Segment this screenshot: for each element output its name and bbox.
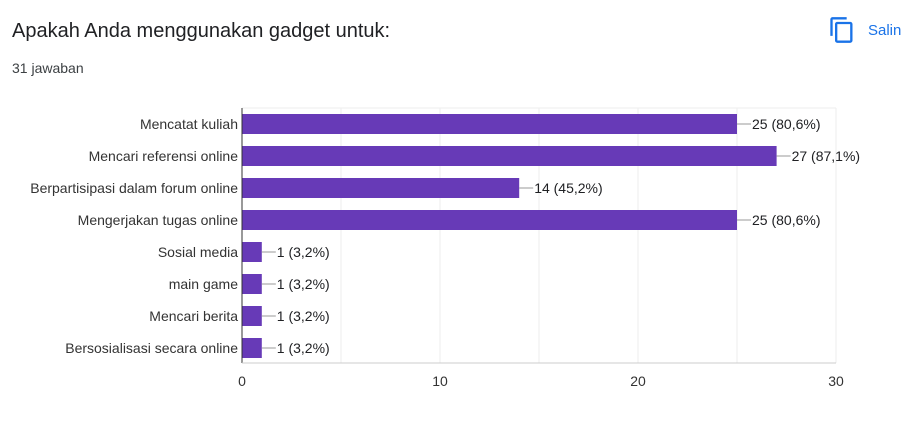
category-label: Mencari referensi online (89, 148, 239, 164)
data-label: 25 (80,6%) (752, 116, 820, 132)
data-label: 1 (3,2%) (277, 308, 330, 324)
category-label: Mencatat kuliah (140, 116, 238, 132)
category-label: Mencari berita (149, 308, 238, 324)
bar (242, 210, 737, 230)
data-label: 25 (80,6%) (752, 212, 820, 228)
bar (242, 306, 262, 326)
bar (242, 114, 737, 134)
bar (242, 338, 262, 358)
data-label: 1 (3,2%) (277, 340, 330, 356)
copy-icon (830, 17, 853, 43)
response-count: 31 jawaban (12, 60, 84, 76)
x-tick-label: 10 (432, 373, 448, 389)
category-label: Berpartisipasi dalam forum online (30, 180, 238, 196)
bar (242, 242, 262, 262)
bar (242, 274, 262, 294)
data-label: 1 (3,2%) (277, 244, 330, 260)
x-tick-label: 30 (828, 373, 844, 389)
bar (242, 146, 777, 166)
data-label: 14 (45,2%) (534, 180, 602, 196)
x-tick-label: 20 (630, 373, 646, 389)
x-tick-label: 0 (238, 373, 246, 389)
data-label: 27 (87,1%) (792, 148, 860, 164)
copy-label: Salin (868, 21, 902, 39)
category-label: main game (169, 276, 238, 292)
category-label: Sosial media (158, 244, 238, 260)
category-label: Bersosialisasi secara online (65, 340, 238, 356)
category-label: Mengerjakan tugas online (78, 212, 239, 228)
copy-button[interactable]: Salin (828, 14, 901, 46)
question-title: Apakah Anda menggunakan gadget untuk: (12, 20, 391, 42)
bar (242, 178, 520, 198)
data-label: 1 (3,2%) (277, 276, 330, 292)
